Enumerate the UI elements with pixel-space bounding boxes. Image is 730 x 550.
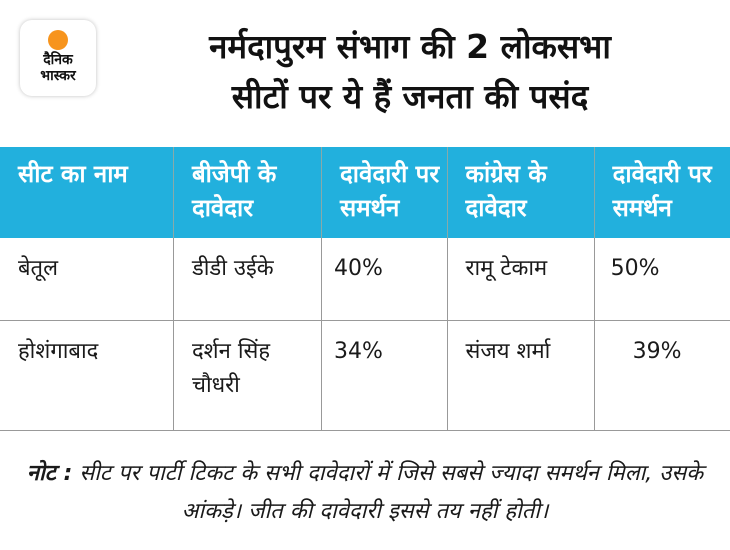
logo-line-1: दैनिक [43,52,73,68]
cell-seat: होशंगाबाद [0,320,174,431]
cell-bjp-candidate: डीडी उईके [172,238,322,321]
cell-bjp-support: 34% [321,320,448,431]
note-label: नोट : [26,461,73,486]
dainik-bhaskar-logo: दैनिक भास्कर [20,20,96,96]
title-line-1: नर्मदापुरम संभाग की 2 लोकसभा [209,27,611,66]
table-row: बेतूल डीडी उईके 40% रामू टेकाम 50% [0,238,730,321]
table-header-row: सीट का नाम बीजेपी के दावेदार दावेदारी पर… [0,147,730,238]
note-text: सीट पर पार्टी टिकट के सभी दावेदारों में … [79,461,704,524]
header-seat: सीट का नाम [0,147,174,238]
candidates-table: सीट का नाम बीजेपी के दावेदार दावेदारी पर… [0,147,730,431]
header-congress-candidate: कांग्रेस के दावेदार [446,147,595,238]
cell-bjp-support: 40% [321,238,448,321]
cell-congress-support: 50% [593,238,730,321]
sun-icon [48,30,68,50]
header-bjp-support: दावेदारी पर समर्थन [321,147,448,238]
cell-congress-candidate: रामू टेकाम [446,238,595,321]
table-row: होशंगाबाद दर्शन सिंह चौधरी 34% संजय शर्म… [0,320,730,431]
title-line-2: सीटों पर ये हैं जनता की पसंद [231,77,589,116]
header-bjp-candidate: बीजेपी के दावेदार [172,147,322,238]
cell-congress-support: 39% [593,320,730,431]
logo-line-2: भास्कर [40,68,76,84]
cell-bjp-candidate: दर्शन सिंह चौधरी [172,320,322,431]
cell-seat: बेतूल [0,238,174,321]
cell-congress-candidate: संजय शर्मा [446,320,595,431]
footnote: नोट : सीट पर पार्टी टिकट के सभी दावेदारो… [20,455,710,531]
header-congress-support: दावेदारी पर समर्थन [593,147,730,238]
page-title: नर्मदापुरम संभाग की 2 लोकसभा सीटों पर ये… [110,22,710,122]
